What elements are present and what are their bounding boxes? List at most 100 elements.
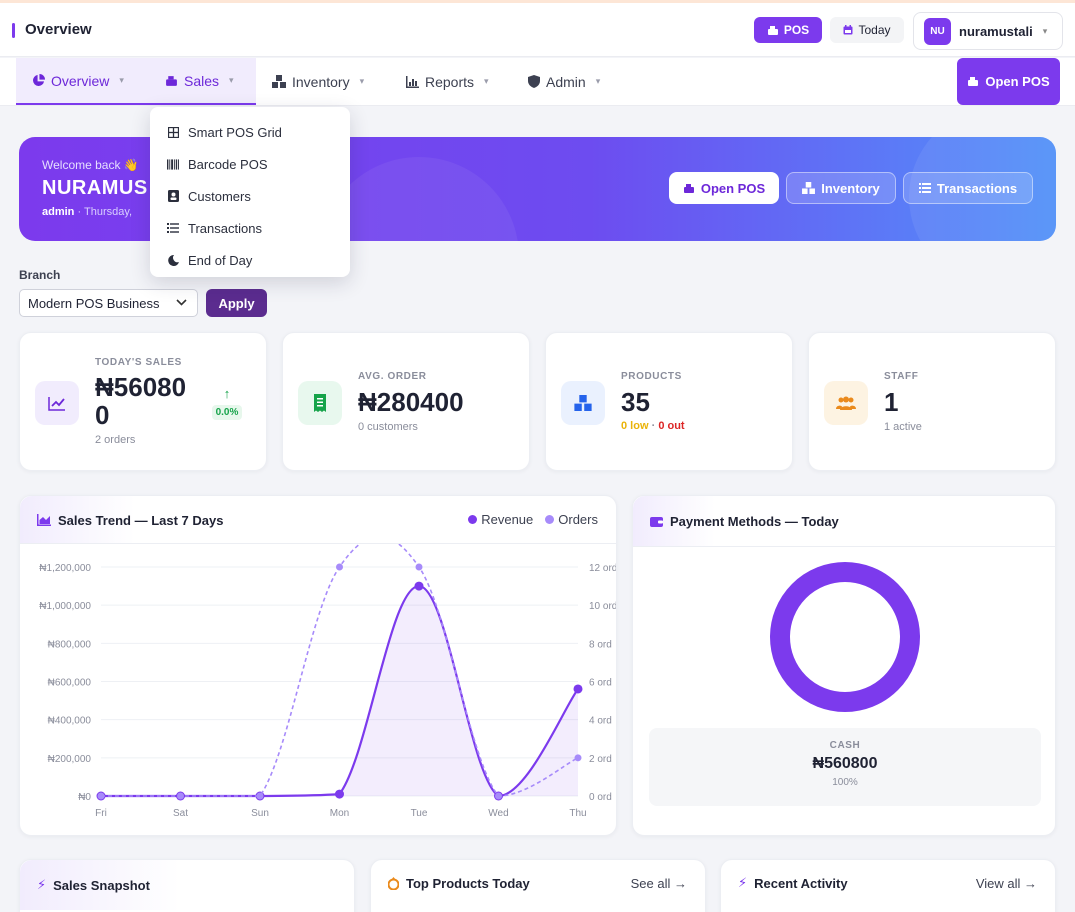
sales-trend-title-row: Sales Trend — Last 7 Days xyxy=(20,496,223,544)
legend-dot xyxy=(468,515,478,524)
hero-open-pos-button[interactable]: Open POS xyxy=(669,172,779,204)
payment-title-row: Payment Methods — Today xyxy=(633,496,839,547)
today-button[interactable]: Today xyxy=(830,17,904,43)
x-tick-label: Sun xyxy=(251,808,269,819)
stat-value-line: 0 xyxy=(95,400,110,430)
open-pos-button[interactable]: Open POS xyxy=(957,58,1060,105)
y-left-tick-label: ₦800,000 xyxy=(48,639,92,650)
y-left-tick-label: ₦200,000 xyxy=(48,754,92,765)
stat-card-staff: STAFF 1 1 active xyxy=(808,332,1056,471)
stat-value: ₦56080 0 xyxy=(95,373,186,429)
donut-slice-cash xyxy=(770,562,920,712)
menu-item-smart-pos-grid[interactable]: Smart POS Grid xyxy=(150,116,350,148)
nav-item-admin[interactable]: Admin ▾ xyxy=(512,58,616,105)
payment-percent: 100% xyxy=(832,777,858,788)
y-right-tick-label: 12 ord xyxy=(589,563,616,574)
x-tick-label: Fri xyxy=(95,808,107,819)
nav-item-label: Reports xyxy=(425,73,475,90)
revenue-line xyxy=(101,584,579,798)
banner-decoration xyxy=(909,137,1056,241)
orders-point xyxy=(336,563,343,571)
y-right-tick-label: 8 ord xyxy=(589,639,612,650)
sales-snapshot-card: ⚡ Sales Snapshot xyxy=(19,859,355,912)
view-all-link[interactable]: View all → xyxy=(975,876,1037,891)
chevron-down-icon: ▾ xyxy=(1042,25,1048,36)
stat-sub: 1 active xyxy=(884,421,922,433)
stat-value: ₦280400 xyxy=(358,387,464,417)
stat-label: PRODUCTS xyxy=(621,371,682,382)
nav-item-reports[interactable]: Reports ▾ xyxy=(390,58,505,105)
legend-revenue[interactable]: Revenue xyxy=(468,512,533,527)
boxes-icon xyxy=(802,182,816,194)
orders-point xyxy=(574,754,582,762)
x-tick-label: Sat xyxy=(173,808,188,819)
user-meta: admin · Thursday, xyxy=(42,206,132,218)
boxes-icon xyxy=(272,75,286,88)
calendar-icon xyxy=(843,25,853,35)
stat-label: STAFF xyxy=(884,371,919,382)
nav-item-overview[interactable]: Overview ▾ xyxy=(16,58,149,105)
register-icon xyxy=(683,183,694,193)
stat-value: 1 xyxy=(884,387,899,417)
username: nuramustali xyxy=(959,23,1033,39)
bolt-icon: ⚡ xyxy=(738,875,748,890)
user-display-name: NURAMUS xyxy=(42,177,148,199)
arrow-up-icon: ↑ xyxy=(223,386,231,401)
user-menu[interactable]: NU nuramustali ▾ xyxy=(913,12,1063,50)
see-all-link[interactable]: See all → xyxy=(630,876,687,891)
recent-activity-title: Recent Activity xyxy=(754,875,848,891)
hero-inventory-label: Inventory xyxy=(821,180,880,196)
chevron-down-icon: ▾ xyxy=(484,76,489,86)
page-title: Overview xyxy=(25,21,92,38)
welcome-text: Welcome back 👋 xyxy=(42,158,139,172)
snapshot-header-bg xyxy=(20,860,180,910)
register-icon xyxy=(166,75,177,86)
y-left-tick-label: ₦1,000,000 xyxy=(39,601,91,612)
y-left-tick-label: ₦1,200,000 xyxy=(39,563,91,574)
branch-label: Branch xyxy=(19,268,61,282)
branch-select[interactable]: Modern POS Business xyxy=(19,289,198,317)
menu-item-end-of-day[interactable]: End of Day xyxy=(150,244,350,276)
x-tick-label: Tue xyxy=(411,808,428,819)
nav-item-sales[interactable]: Sales ▾ xyxy=(149,58,256,105)
hero-inventory-button[interactable]: Inventory xyxy=(786,172,896,204)
payment-summary: CASH ₦560800 100% xyxy=(649,728,1041,806)
top-accent-line xyxy=(0,0,1075,3)
meta-separator: · xyxy=(77,206,84,218)
bolt-icon: ⚡ xyxy=(37,877,47,892)
recent-activity-card: ⚡ Recent Activity View all → xyxy=(720,859,1056,912)
payment-method-label: CASH xyxy=(829,740,861,751)
header-divider xyxy=(633,546,1055,547)
current-date: Thursday, xyxy=(84,206,133,218)
top-products-title-row: Top Products Today xyxy=(371,860,530,906)
recent-activity-title-row: ⚡ Recent Activity xyxy=(721,860,848,906)
payment-methods-card: Payment Methods — Today CASH ₦560800 100… xyxy=(632,495,1056,836)
menu-item-label: End of Day xyxy=(188,252,253,268)
snapshot-title: Sales Snapshot xyxy=(53,877,150,893)
sales-trend-chart: ₦0 0 ord ₦200,000 2 ord ₦400,000 4 ord ₦600,00… xyxy=(39,544,616,819)
orders-point xyxy=(256,792,264,800)
menu-item-barcode-pos[interactable]: Barcode POS xyxy=(150,148,350,180)
apply-button[interactable]: Apply xyxy=(206,289,267,317)
top-bar: Overview POS Today NU nuramustali ▾ xyxy=(0,3,1075,57)
branch-selected-value: Modern POS Business xyxy=(28,295,160,311)
sales-trend-header xyxy=(20,496,135,544)
hero-transactions-button[interactable]: Transactions xyxy=(903,172,1033,204)
wallet-icon xyxy=(650,517,663,527)
stat-card-avg-order: AVG. ORDER ₦280400 0 customers xyxy=(282,332,530,471)
pie-chart-icon xyxy=(33,74,45,86)
user-role: admin xyxy=(42,206,75,218)
revenue-point xyxy=(335,789,344,799)
bar-chart-icon xyxy=(406,75,419,88)
menu-item-customers[interactable]: Customers xyxy=(150,180,350,212)
hero-transactions-label: Transactions xyxy=(936,180,1018,196)
contact-card-icon xyxy=(167,190,179,202)
y-right-tick-label: 0 ord xyxy=(589,792,612,803)
pos-button[interactable]: POS xyxy=(754,17,822,43)
low-stock-count: 0 low xyxy=(621,420,649,432)
menu-item-transactions[interactable]: Transactions xyxy=(150,212,350,244)
nav-item-inventory[interactable]: Inventory ▾ xyxy=(256,58,380,105)
orders-line xyxy=(101,544,579,797)
legend-orders[interactable]: Orders xyxy=(545,512,598,527)
payment-donut-chart xyxy=(770,562,920,712)
